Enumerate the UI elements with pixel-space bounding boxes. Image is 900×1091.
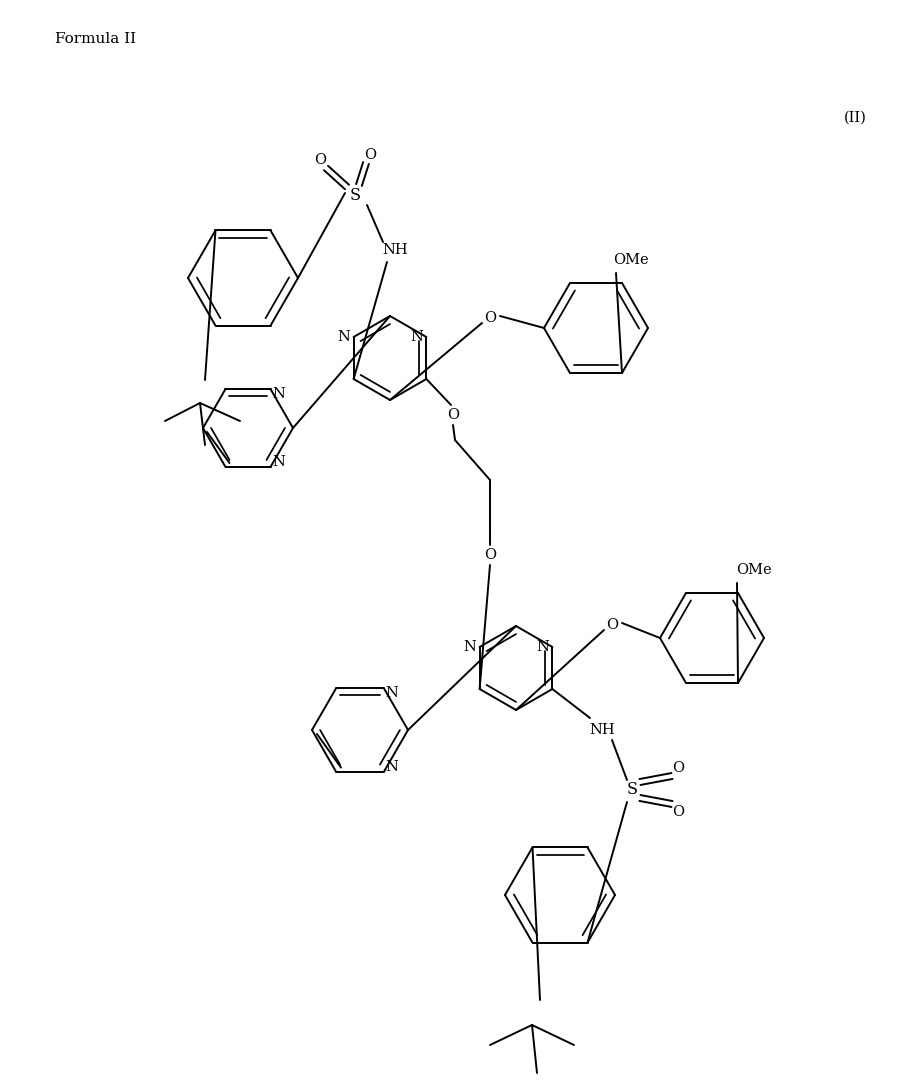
Text: N: N xyxy=(464,640,476,654)
Text: O: O xyxy=(314,153,326,167)
Text: N: N xyxy=(385,686,399,700)
Text: OMe: OMe xyxy=(736,563,772,577)
Text: N: N xyxy=(272,387,285,401)
Text: S: S xyxy=(349,187,361,204)
Text: O: O xyxy=(672,762,684,775)
Text: O: O xyxy=(606,618,618,632)
Text: N: N xyxy=(410,329,423,344)
Text: O: O xyxy=(364,148,376,161)
Text: N: N xyxy=(385,759,399,774)
Text: (II): (II) xyxy=(843,111,867,125)
Text: N: N xyxy=(272,455,285,469)
Text: NH: NH xyxy=(590,723,615,738)
Text: S: S xyxy=(626,781,637,799)
Text: O: O xyxy=(672,805,684,819)
Text: OMe: OMe xyxy=(613,253,649,267)
Text: O: O xyxy=(484,548,496,562)
Text: N: N xyxy=(338,329,350,344)
Text: Formula II: Formula II xyxy=(55,32,136,46)
Text: N: N xyxy=(536,640,549,654)
Text: O: O xyxy=(447,408,459,422)
Text: NH: NH xyxy=(382,243,408,257)
Text: O: O xyxy=(484,311,496,325)
